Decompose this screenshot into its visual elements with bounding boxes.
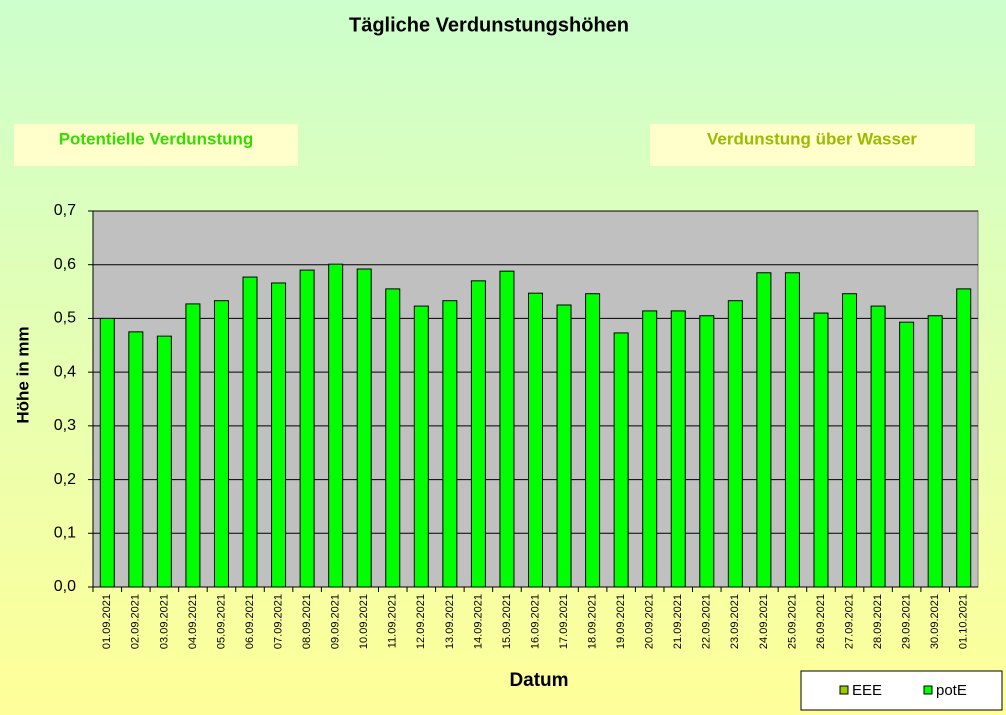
info-box <box>650 124 975 166</box>
bar <box>556 304 572 588</box>
legend-label: EEE <box>852 682 882 699</box>
bar <box>756 272 772 588</box>
x-tick-label: 22.09.2021 <box>701 594 713 649</box>
bar <box>727 300 743 588</box>
x-tick-label: 25.09.2021 <box>786 594 798 649</box>
bar <box>271 282 287 588</box>
bar <box>185 303 201 588</box>
x-tick-label: 19.09.2021 <box>615 594 627 649</box>
info-box-text: Potentielle Verdunstung <box>59 129 254 148</box>
y-tick-label: 0,1 <box>54 525 76 542</box>
x-tick-label: 12.09.2021 <box>415 594 427 649</box>
bar <box>99 317 115 588</box>
x-tick-label: 17.09.2021 <box>558 594 570 649</box>
legend <box>800 670 1003 711</box>
bar <box>499 270 515 588</box>
bar <box>899 321 915 588</box>
bar <box>328 263 344 588</box>
bar <box>128 331 144 588</box>
bar <box>585 293 601 588</box>
x-tick-label: 24.09.2021 <box>758 594 770 649</box>
x-tick-label: 11.09.2021 <box>387 594 399 648</box>
bar <box>385 288 401 588</box>
x-tick-label: 26.09.2021 <box>815 594 827 649</box>
bar <box>956 288 972 588</box>
y-tick-label: 0,4 <box>54 363 76 380</box>
info-box-text: Verdunstung über Wasser <box>707 129 917 148</box>
x-tick-label: 18.09.2021 <box>587 594 599 649</box>
bar <box>842 293 858 588</box>
legend-swatch <box>923 685 933 695</box>
bar <box>299 269 315 588</box>
y-axis-label: Höhe in mm <box>13 326 32 423</box>
chart-title: Tägliche Verdunstungshöhen <box>349 14 629 36</box>
x-tick-label: 01.09.2021 <box>101 594 113 649</box>
bar <box>242 276 258 588</box>
x-tick-label: 29.09.2021 <box>901 594 913 649</box>
x-tick-label: 28.09.2021 <box>872 594 884 649</box>
x-tick-label: 23.09.2021 <box>729 594 741 649</box>
x-tick-label: 21.09.2021 <box>672 594 684 649</box>
x-tick-label: 01.10.2021 <box>958 594 970 649</box>
x-tick-label: 06.09.2021 <box>244 594 256 649</box>
bar <box>927 315 943 588</box>
legend-label: potE <box>936 682 967 699</box>
y-tick-label: 0,6 <box>54 256 76 273</box>
x-tick-label: 03.09.2021 <box>158 594 170 649</box>
bar <box>213 300 229 588</box>
x-tick-label: 10.09.2021 <box>358 594 370 649</box>
x-tick-label: 14.09.2021 <box>472 594 484 649</box>
bar <box>156 335 172 588</box>
x-tick-label: 02.09.2021 <box>130 594 142 649</box>
y-tick-label: 0,3 <box>54 417 76 434</box>
bar <box>813 312 829 588</box>
x-tick-label: 27.09.2021 <box>843 594 855 649</box>
x-tick-label: 16.09.2021 <box>529 594 541 649</box>
bar <box>784 272 800 588</box>
x-tick-label: 08.09.2021 <box>301 594 313 649</box>
x-tick-label: 30.09.2021 <box>929 594 941 649</box>
y-tick-label: 0,0 <box>54 578 76 595</box>
x-tick-label: 15.09.2021 <box>501 594 513 649</box>
x-tick-label: 05.09.2021 <box>215 594 227 649</box>
bar <box>528 292 543 588</box>
x-tick-label: 09.09.2021 <box>330 594 342 649</box>
bar <box>642 310 658 588</box>
bar <box>670 310 686 588</box>
y-tick-label: 0,7 <box>54 202 76 219</box>
bar <box>413 305 429 588</box>
bar <box>356 268 372 588</box>
x-tick-label: 07.09.2021 <box>272 594 284 649</box>
bar <box>613 332 629 588</box>
x-tick-label: 13.09.2021 <box>444 594 456 649</box>
y-tick-label: 0,5 <box>54 310 76 327</box>
bar <box>870 305 886 588</box>
x-tick-label: 20.09.2021 <box>644 594 656 649</box>
y-tick-label: 0,2 <box>54 471 76 488</box>
legend-swatch <box>839 685 849 695</box>
bar <box>470 280 486 588</box>
x-tick-label: 04.09.2021 <box>187 594 199 649</box>
bar <box>699 315 715 588</box>
bar <box>442 300 458 588</box>
x-axis-label: Datum <box>509 670 568 691</box>
info-box <box>14 124 298 166</box>
